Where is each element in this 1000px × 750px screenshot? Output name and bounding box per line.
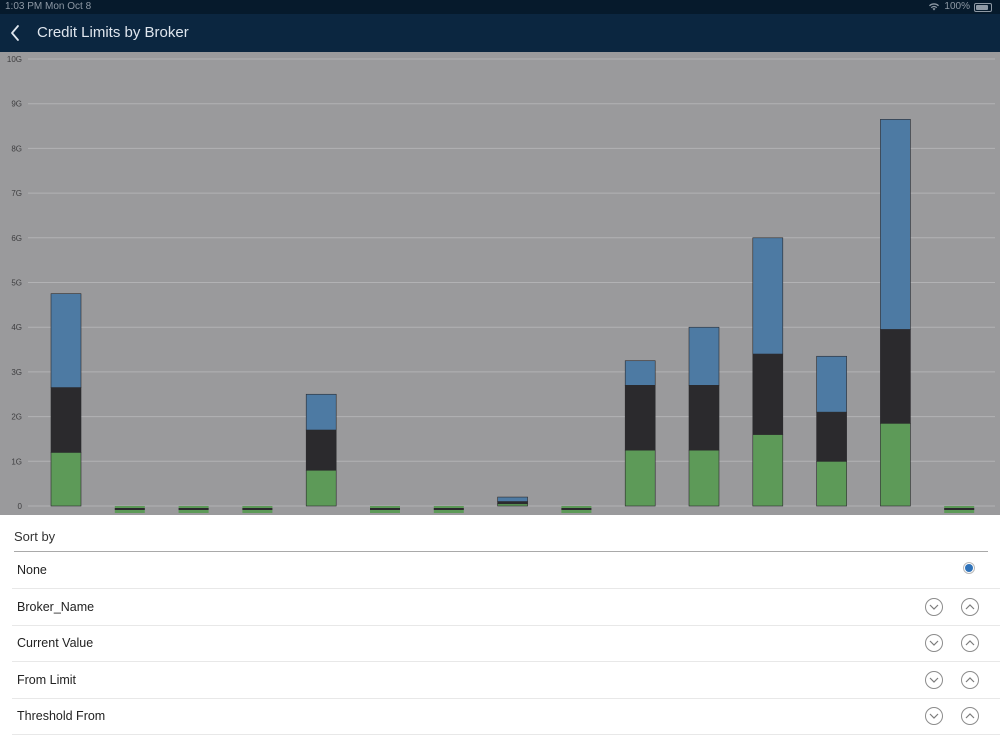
bar-segment-series-2[interactable] xyxy=(624,385,656,451)
bar-zero-marker-line xyxy=(561,508,592,510)
chevron-up-circle-icon[interactable] xyxy=(961,634,979,652)
bar-segment-series-1[interactable] xyxy=(688,449,720,507)
bar-segment-series-2[interactable] xyxy=(752,353,784,435)
battery-icon xyxy=(974,2,992,12)
chevron-down-circle-icon[interactable] xyxy=(925,707,943,725)
bar-segment-series-3[interactable] xyxy=(880,119,911,330)
chevron-up-circle-icon[interactable] xyxy=(961,707,979,725)
y-tick-label: 7G xyxy=(11,189,22,198)
stacked-bar-chart: 0 1G 2G 3G 4G 5G 6G 7G 8G 9G 10G xyxy=(7,55,995,513)
chevron-down-circle-icon[interactable] xyxy=(925,634,943,652)
sort-option-threshold-from[interactable]: Threshold From xyxy=(12,698,1000,735)
sort-option-label: Current Value xyxy=(17,636,94,650)
bar-segment-series-1[interactable] xyxy=(880,423,911,507)
bar-segment-series-1[interactable] xyxy=(50,452,82,507)
sort-option-current-value[interactable]: Current Value xyxy=(12,625,1000,662)
bar-segment-series-3[interactable] xyxy=(688,326,720,386)
y-tick-label: 0 xyxy=(18,502,23,511)
sort-option-none[interactable]: None xyxy=(12,552,1000,589)
sort-header: Sort by xyxy=(14,529,988,552)
sort-option-label: From Limit xyxy=(17,673,77,687)
sort-option-label: Broker_Name xyxy=(17,600,95,614)
sort-option-label: Threshold From xyxy=(17,709,106,723)
y-tick-label: 2G xyxy=(11,413,22,422)
bar-segment-series-2[interactable] xyxy=(880,329,911,424)
bar-segment-series-1[interactable] xyxy=(624,449,656,507)
status-date: Mon Oct 8 xyxy=(45,1,92,12)
chevron-up-circle-icon[interactable] xyxy=(961,671,979,689)
y-tick-label: 9G xyxy=(11,100,22,109)
status-time: 1:03 PM xyxy=(5,1,43,12)
chevron-down-circle-icon[interactable] xyxy=(925,598,943,616)
wifi-icon xyxy=(929,3,940,11)
bar-zero-marker-line xyxy=(370,508,400,510)
bar-segment-series-3[interactable] xyxy=(305,393,337,431)
y-tick-label: 5G xyxy=(11,279,22,288)
bar-segment-series-3[interactable] xyxy=(816,355,847,413)
y-tick-label: 1G xyxy=(11,457,22,466)
bar-zero-marker-line xyxy=(433,508,464,510)
bar-segment-series-3[interactable] xyxy=(497,496,528,502)
page-title: Credit Limits by Broker xyxy=(37,24,189,41)
y-tick-label: 10G xyxy=(7,55,22,64)
navigation-bar: Credit Limits by Broker xyxy=(0,14,1000,52)
status-time-date: 1:03 PM Mon Oct 8 xyxy=(5,0,91,14)
bar-segment-series-2[interactable] xyxy=(816,411,847,462)
sort-option-from-limit[interactable]: From Limit xyxy=(12,662,1000,699)
y-tick-label: 3G xyxy=(11,368,22,377)
bar-zero-marker-line xyxy=(114,508,145,510)
sort-sheet: Sort by None Broker_Name Current Value F… xyxy=(0,515,1000,750)
chevron-up-circle-icon[interactable] xyxy=(961,598,979,616)
bar-segment-series-2[interactable] xyxy=(688,385,720,451)
bar-zero-marker-line xyxy=(944,508,975,510)
battery-percent: 100% xyxy=(944,1,970,12)
bar-segment-series-1[interactable] xyxy=(752,434,784,507)
chevron-left-icon[interactable] xyxy=(6,22,26,44)
bar-segment-series-1[interactable] xyxy=(816,460,847,507)
y-tick-label: 6G xyxy=(11,234,22,243)
bar-segment-series-3[interactable] xyxy=(752,237,784,355)
bar-segment-series-3[interactable] xyxy=(624,360,656,386)
status-indicators: 100% xyxy=(928,0,992,14)
bar-segment-series-2[interactable] xyxy=(305,429,337,471)
y-tick-label: 4G xyxy=(11,323,22,332)
status-bar: 1:03 PM Mon Oct 8 100% xyxy=(0,0,1000,14)
chart-area: 0 1G 2G 3G 4G 5G 6G 7G 8G 9G 10G xyxy=(0,52,1000,515)
chevron-down-circle-icon[interactable] xyxy=(925,671,943,689)
sort-option-broker-name[interactable]: Broker_Name xyxy=(12,589,1000,626)
bar-zero-marker-line xyxy=(242,508,273,510)
bar-segment-series-2[interactable] xyxy=(497,501,528,505)
bar-segment-series-3[interactable] xyxy=(50,293,82,388)
sort-option-label: None xyxy=(17,563,47,577)
bar-segment-series-1[interactable] xyxy=(497,503,528,507)
bar-zero-marker-line xyxy=(178,508,209,510)
radio-selected-icon[interactable] xyxy=(963,562,975,574)
y-tick-label: 8G xyxy=(11,144,22,153)
bar-segment-series-1[interactable] xyxy=(305,469,337,507)
bar-segment-series-2[interactable] xyxy=(50,387,82,453)
